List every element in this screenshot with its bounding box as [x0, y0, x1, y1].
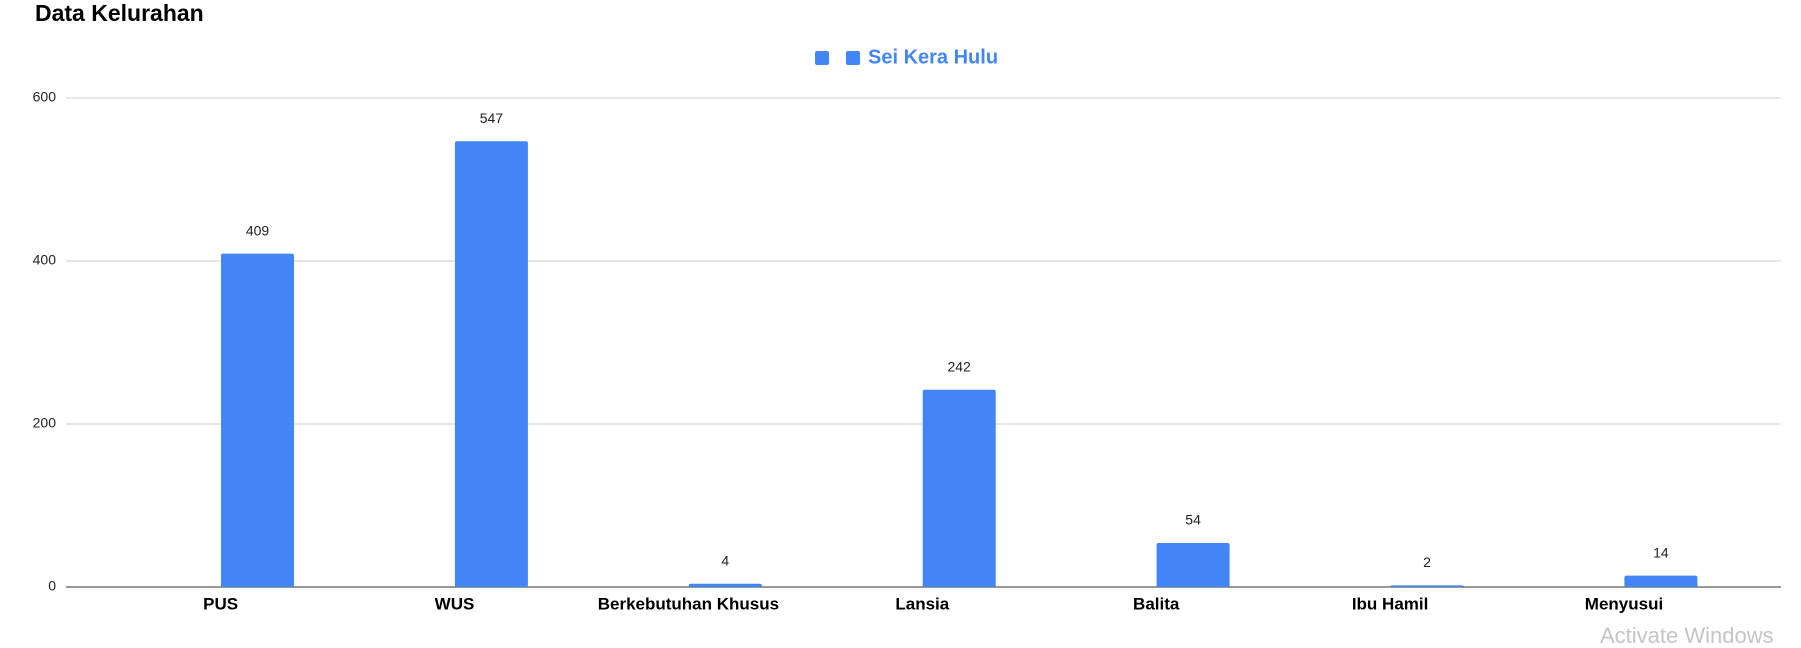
- data-label: 54: [1185, 512, 1201, 528]
- data-label: 4: [721, 552, 729, 568]
- data-label: 14: [1653, 544, 1669, 560]
- legend-swatch: [815, 51, 829, 65]
- legend-swatch: [846, 51, 860, 65]
- data-label: 409: [246, 222, 270, 238]
- x-tick-label: WUS: [435, 594, 475, 613]
- x-tick-label: PUS: [203, 594, 238, 613]
- data-label: 547: [480, 110, 504, 126]
- data-label: 242: [948, 358, 972, 374]
- bar: [1156, 542, 1230, 587]
- y-tick-label: 600: [33, 89, 57, 105]
- bar: [688, 583, 762, 587]
- legend-label: Sei Kera Hulu: [868, 46, 998, 68]
- x-tick-label: Berkebutuhan Khusus: [598, 594, 779, 613]
- x-tick-label: Menyusui: [1585, 594, 1663, 613]
- x-tick-label: Ibu Hamil: [1352, 594, 1429, 613]
- bar: [221, 253, 294, 588]
- data-label: 2: [1423, 554, 1431, 570]
- x-tick-label: Balita: [1133, 594, 1180, 613]
- y-tick-label: 0: [48, 578, 56, 594]
- y-tick-label: 200: [33, 415, 57, 431]
- bar: [922, 389, 996, 587]
- x-tick-label: Lansia: [895, 594, 949, 613]
- y-tick-label: 400: [33, 252, 57, 268]
- bar: [454, 141, 528, 587]
- bar: [1390, 585, 1464, 587]
- watermark: Activate Windows: [1600, 623, 1774, 648]
- bar: [1624, 575, 1698, 587]
- chart-title: Data Kelurahan: [35, 0, 204, 26]
